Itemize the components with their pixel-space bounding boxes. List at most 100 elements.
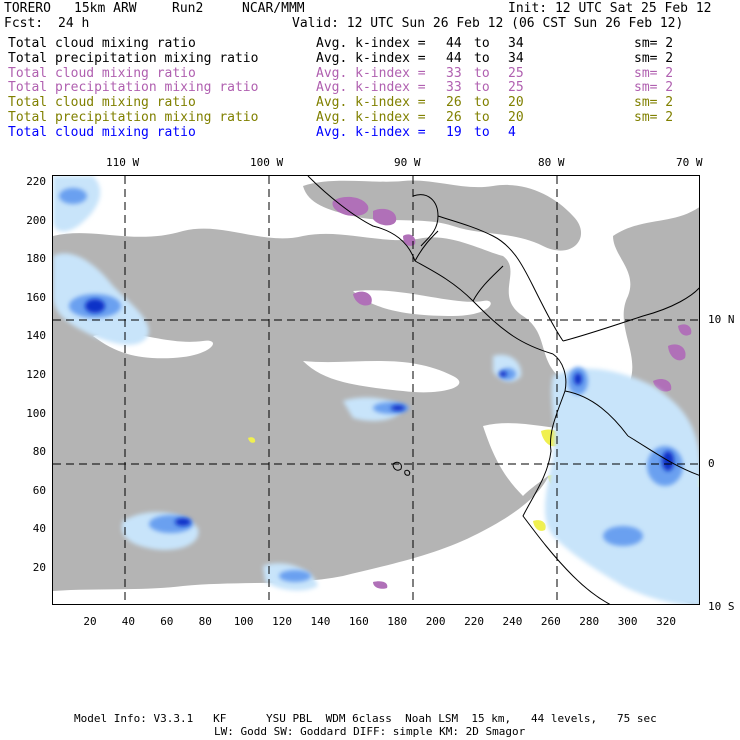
- y-tick-label-9: 40: [32, 522, 47, 536]
- legend-sm-2: sm= 2: [634, 65, 674, 81]
- core-dark-6: [499, 371, 507, 377]
- legend-kindex-label-0: Avg. k-index =: [316, 36, 426, 51]
- galapagos: [392, 461, 411, 476]
- inner-border-2: [472, 265, 504, 302]
- x-tick-label-11: 240: [502, 615, 523, 628]
- lat-label-1: 0: [708, 457, 715, 470]
- legend-field-2: Total cloud mixing ratio: [8, 65, 196, 81]
- legend-kindex-label-6: Avg. k-index =: [316, 124, 426, 140]
- legend-to-word-4: to: [474, 95, 490, 111]
- core-mid-7: [500, 368, 516, 380]
- y-tick-label-3: 160: [26, 290, 47, 304]
- x-tick-label-3: 80: [198, 615, 212, 628]
- legend-kindex-label-3: Avg. k-index =: [316, 80, 426, 96]
- core-dark-3: [391, 405, 405, 411]
- central-america-coast: [414, 260, 554, 355]
- y-tick-label-7: 80: [32, 445, 47, 459]
- purple-patch-3: [353, 291, 372, 306]
- x-tick-label-1: 40: [121, 615, 136, 628]
- y-tick-label-8: 60: [32, 483, 47, 497]
- legend-to-word-1: to: [474, 50, 490, 66]
- legend-from-0: 44: [446, 36, 462, 51]
- legend-sm-5: sm= 2: [634, 110, 674, 125]
- lon-label-3: 80 W: [538, 156, 565, 169]
- lon-label-0: 110 W: [106, 156, 140, 169]
- model-info-line2: LW: Godd SW: Goddard DIFF: simple KM: 2D…: [214, 725, 526, 738]
- legend-to-0: 34: [508, 36, 524, 51]
- y-tick-label-2: 180: [26, 252, 47, 266]
- lon-label-2: 90 W: [394, 156, 421, 169]
- legend-to-4: 20: [508, 95, 524, 111]
- inner-border-1: [414, 230, 439, 262]
- map-plot: [52, 175, 700, 605]
- legend-field-3: Total precipitation mixing ratio: [8, 80, 259, 96]
- run-label: Run2: [172, 1, 204, 16]
- y-tick-label-6: 100: [26, 406, 47, 420]
- purple-patch-6: [653, 379, 672, 392]
- legend-kindex-label-4: Avg. k-index =: [316, 95, 426, 111]
- lon-label-1: 100 W: [250, 156, 284, 169]
- legend-field-1: Total precipitation mixing ratio: [8, 50, 259, 66]
- forecast-label: Fcst:: [4, 16, 44, 31]
- x-tick-label-15: 320: [656, 615, 676, 628]
- coastlines: [307, 176, 699, 604]
- x-tick-label-12: 260: [540, 615, 561, 628]
- ecuador-peru-coast: [522, 450, 611, 604]
- legend-from-4: 26: [446, 95, 462, 111]
- legend-to-word-3: to: [474, 80, 490, 96]
- grid-resolution: 15km ARW: [74, 1, 137, 16]
- sa-north-coast: [562, 287, 699, 342]
- legend-sm-4: sm= 2: [634, 95, 674, 111]
- legend-from-5: 26: [446, 110, 462, 125]
- sa-interior-border-2: [627, 435, 699, 476]
- purple-patch-9: [678, 324, 692, 336]
- legend-field-6: Total cloud mixing ratio: [8, 124, 196, 140]
- lat-label-2: 10 S: [708, 600, 735, 613]
- core-mid-9: [59, 188, 87, 204]
- legend-to-6: 4: [508, 124, 516, 140]
- legend-from-6: 19: [446, 124, 462, 140]
- core-dark-2: [175, 518, 191, 526]
- lat-label-0: 10 N: [708, 313, 735, 326]
- caribbean-coast: [437, 215, 564, 342]
- model-info-line1: Model Info: V3.3.1 KF YSU PBL WDM 6class…: [74, 712, 657, 725]
- yellow-patch-7: [248, 437, 256, 443]
- yellow-patch-5: [533, 520, 546, 531]
- x-tick-label-2: 60: [160, 615, 174, 628]
- valid-time: Valid: 12 UTC Sun 26 Feb 12 (06 CST Sun …: [292, 16, 684, 31]
- legend-sm-0: sm= 2: [634, 36, 674, 51]
- y-tick-label-4: 140: [26, 329, 47, 343]
- x-tick-label-7: 160: [348, 615, 369, 628]
- x-tick-label-6: 140: [310, 615, 331, 628]
- purple-patch-2: [373, 208, 397, 226]
- x-tick-label-13: 280: [579, 615, 600, 628]
- lb-region-east: [545, 368, 699, 604]
- legend-field-4: Total cloud mixing ratio: [8, 95, 196, 111]
- legend-to-word-2: to: [474, 65, 490, 81]
- x-tick-label-9: 200: [425, 615, 446, 628]
- forecast-hour: 24 h: [58, 16, 90, 31]
- init-time: Init: 12 UTC Sat 25 Feb 12: [508, 1, 712, 16]
- legend-to-word-0: to: [474, 36, 490, 51]
- x-tick-label-4: 100: [233, 615, 254, 628]
- legend-to-word-6: to: [474, 124, 490, 140]
- map-canvas: [53, 176, 699, 604]
- y-tick-label-0: 220: [26, 175, 47, 188]
- legend-field-5: Total precipitation mixing ratio: [8, 110, 259, 125]
- mexico-coast: [307, 176, 416, 262]
- legend-sm-3: sm= 2: [634, 80, 674, 96]
- x-tick-label-14: 300: [617, 615, 638, 628]
- legend-to-word-5: to: [474, 110, 490, 125]
- legend-field-0: Total cloud mixing ratio: [8, 36, 196, 51]
- core-dark-1: [85, 299, 105, 313]
- x-tick-label-0: 20: [83, 615, 97, 628]
- organization: NCAR/MMM: [242, 1, 305, 16]
- legend-to-1: 34: [508, 50, 524, 66]
- core-mid-4: [279, 570, 311, 582]
- sa-interior-border-1: [564, 390, 629, 437]
- purple-patch-8: [373, 581, 388, 589]
- purple-patch-1: [332, 196, 369, 216]
- legend-to-2: 25: [508, 65, 524, 81]
- purple-patch-4: [403, 234, 416, 246]
- y-tick-label-10: 20: [32, 561, 47, 574]
